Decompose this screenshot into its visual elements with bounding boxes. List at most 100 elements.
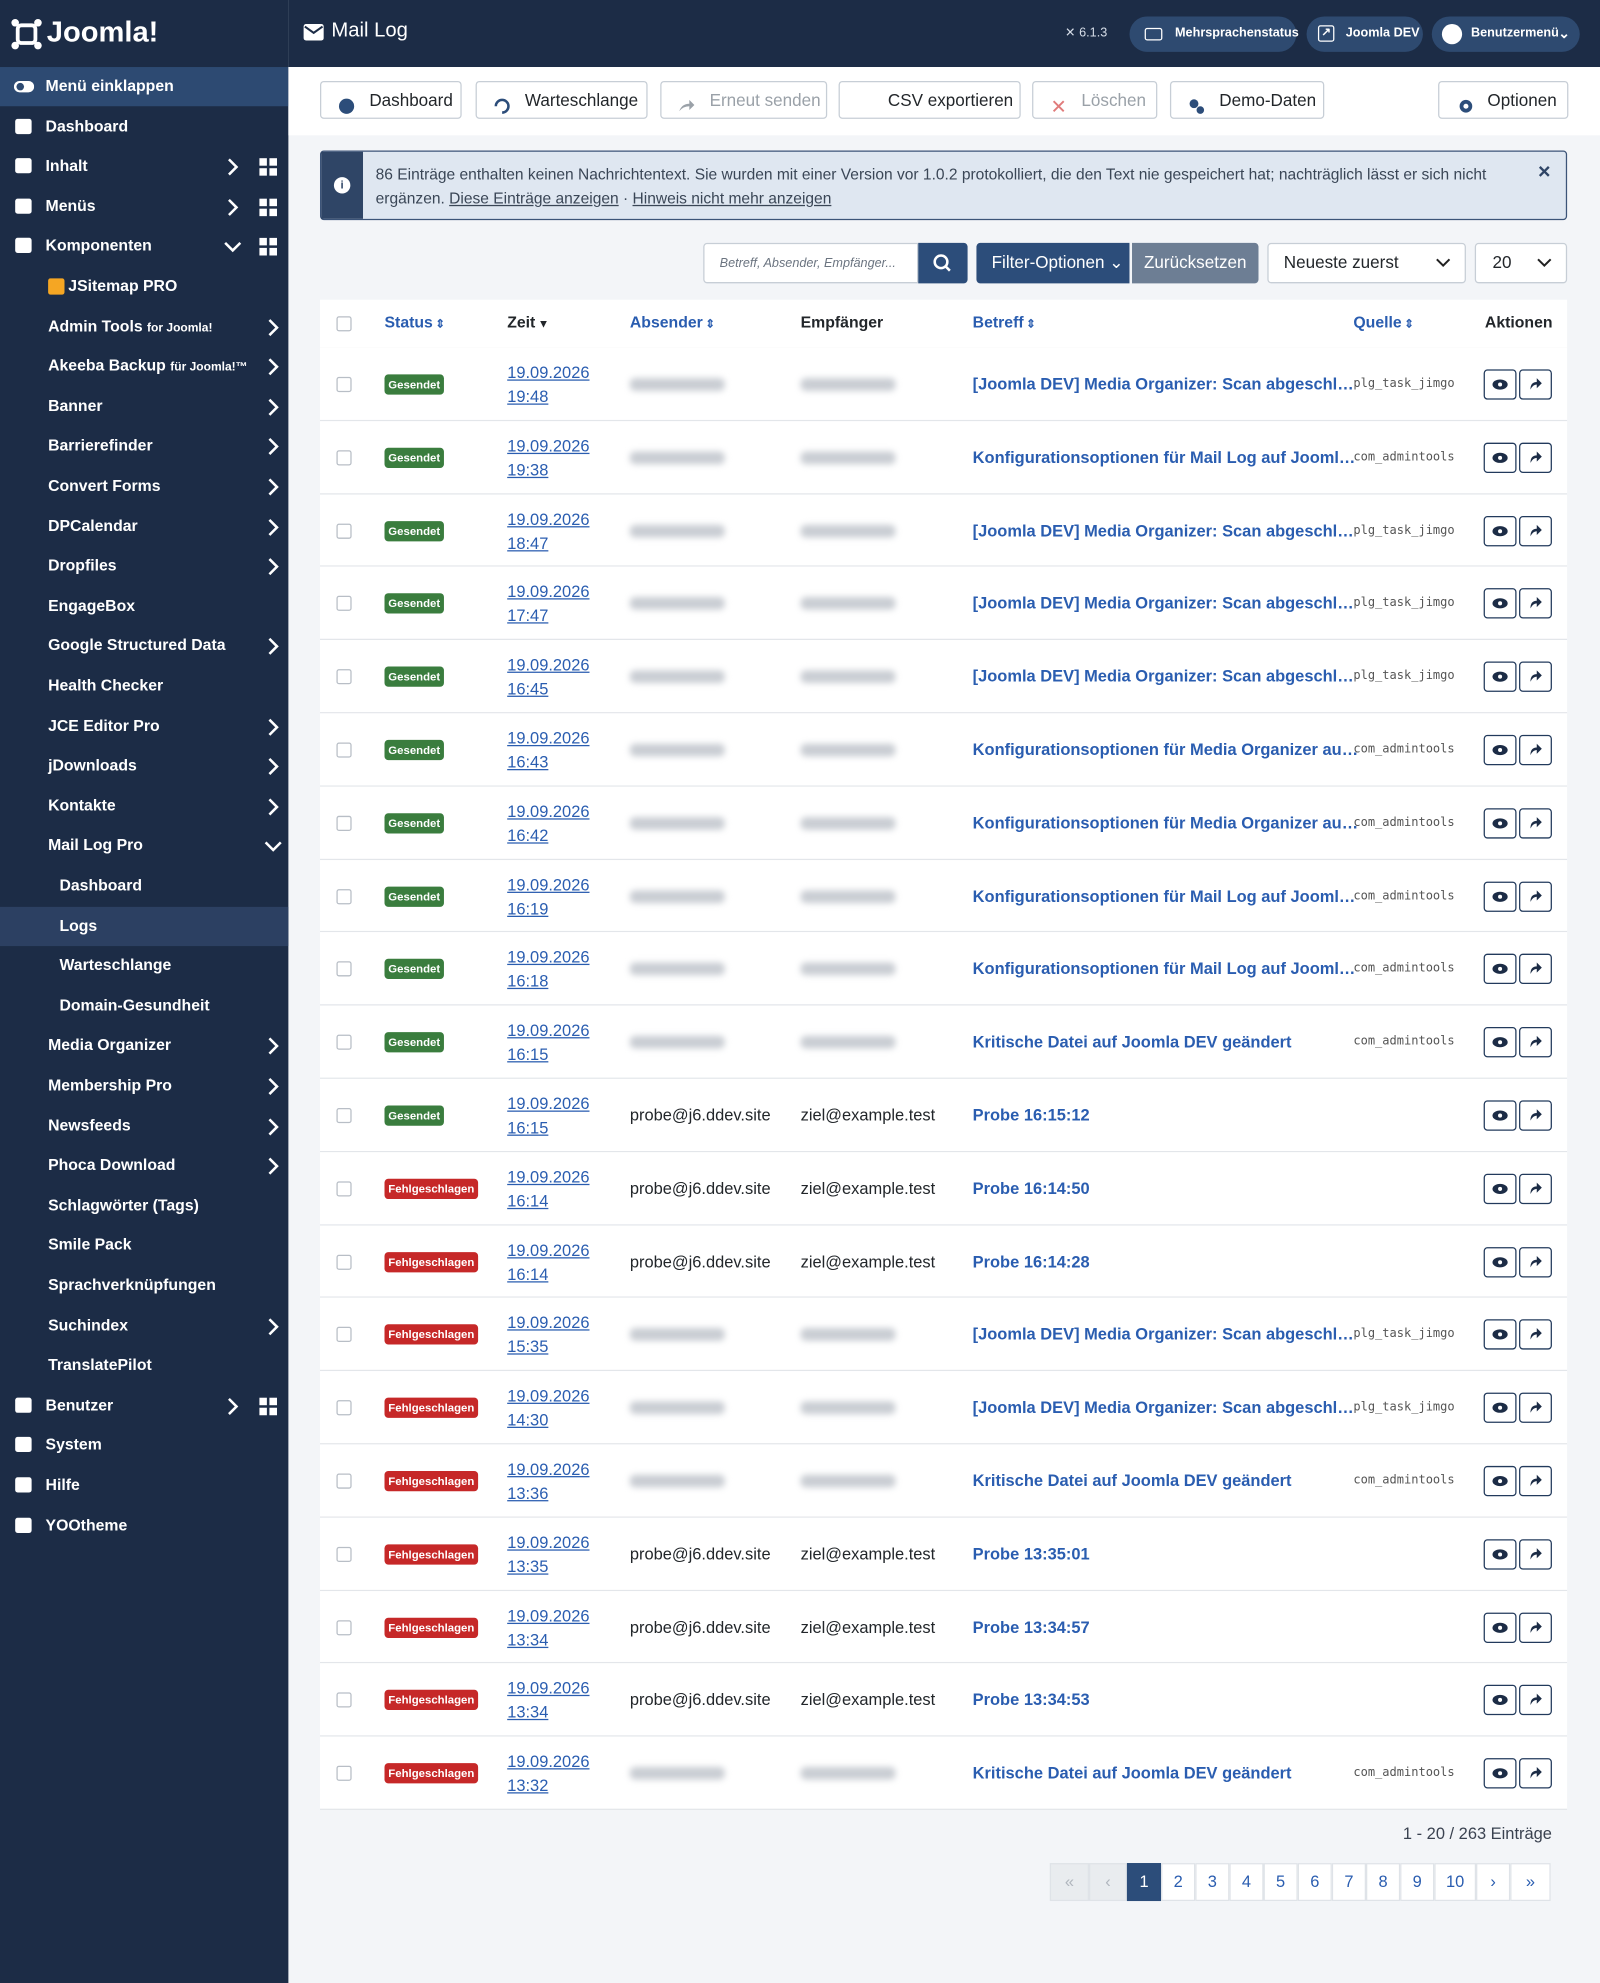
timestamp[interactable]: 19.09.2026 16:15 — [507, 1091, 589, 1139]
page-next[interactable]: › — [1476, 1863, 1511, 1902]
sidebar-item[interactable]: Kontakte — [0, 786, 288, 825]
sidebar-label[interactable]: Sprachverknüpfungen — [48, 1276, 216, 1294]
timestamp[interactable]: 19.09.2026 14:30 — [507, 1384, 589, 1432]
view-button[interactable] — [1483, 1246, 1517, 1277]
view-button[interactable] — [1483, 880, 1517, 912]
row-checkbox[interactable] — [336, 1107, 352, 1124]
sidebar-label[interactable]: Membership Pro — [48, 1076, 172, 1095]
page-last[interactable]: » — [1510, 1863, 1551, 1902]
sidebar-label[interactable]: Newsfeeds — [48, 1116, 131, 1135]
timestamp[interactable]: 19.09.2026 16:19 — [507, 872, 589, 920]
resend-button[interactable] — [1519, 1246, 1552, 1277]
alert-link[interactable]: Hinweis nicht mehr anzeigen — [632, 189, 832, 208]
resend-button[interactable] — [1519, 807, 1552, 839]
sidebar-label[interactable]: TranslatePilot — [48, 1356, 152, 1374]
page-link[interactable]: 4 — [1229, 1863, 1264, 1902]
view-button[interactable] — [1483, 515, 1517, 546]
header-button[interactable]: Benutzermenü ⌄ — [1431, 16, 1580, 52]
sidebar-item[interactable]: EngageBox — [0, 587, 288, 626]
page-link[interactable]: 2 — [1161, 1863, 1196, 1902]
subject[interactable]: Probe 16:14:28 — [972, 1251, 1090, 1271]
row-checkbox[interactable] — [336, 1765, 352, 1781]
sidebar-item[interactable]: Banner — [0, 387, 288, 426]
timestamp[interactable]: 19.09.2026 16:42 — [507, 799, 589, 847]
subject[interactable]: Konfigurationsoptionen für Mail Log auf … — [972, 886, 1356, 905]
sidebar-item[interactable]: Media Organizer — [0, 1026, 288, 1065]
sidebar-item[interactable]: Dropfiles — [0, 547, 288, 586]
timestamp[interactable]: 19.09.2026 18:47 — [507, 507, 589, 555]
sidebar-item[interactable]: Google Structured Data — [0, 627, 288, 666]
alert-link[interactable]: Diese Einträge anzeigen — [449, 189, 619, 208]
timestamp[interactable]: 19.09.2026 16:15 — [507, 1018, 589, 1066]
sidebar-item[interactable]: Health Checker — [0, 667, 288, 706]
row-checkbox[interactable] — [336, 742, 352, 758]
view-button[interactable] — [1483, 1392, 1517, 1424]
sidebar-item[interactable]: Komponenten — [0, 227, 288, 266]
row-checkbox[interactable] — [336, 1473, 352, 1489]
row-checkbox[interactable] — [336, 1546, 352, 1562]
timestamp[interactable]: 19.09.2026 13:35 — [507, 1530, 589, 1578]
timestamp[interactable]: 19.09.2026 16:18 — [507, 945, 589, 993]
toolbar-button[interactable]: Dashboard — [319, 80, 462, 119]
row-checkbox[interactable] — [336, 1254, 352, 1270]
view-button[interactable] — [1483, 1465, 1517, 1497]
sidebar-item[interactable]: DPCalendar — [0, 507, 288, 546]
subject[interactable]: [Joomla DEV] Media Organizer: Scan abges… — [972, 374, 1354, 394]
row-checkbox[interactable] — [336, 596, 352, 612]
sidebar-item[interactable]: Akeeba Backup für Joomla!™ — [0, 347, 288, 386]
view-button[interactable] — [1483, 1538, 1517, 1570]
toolbar-button[interactable]: Erneut senden — [660, 80, 828, 119]
sidebar-label[interactable]: YOOtheme — [45, 1516, 128, 1534]
sidebar-item[interactable]: YOOtheme — [0, 1506, 288, 1545]
view-button[interactable] — [1483, 954, 1517, 985]
sidebar-item[interactable]: Dashboard — [0, 866, 288, 905]
sidebar-item[interactable]: Hilfe — [0, 1466, 288, 1505]
view-button[interactable] — [1483, 1100, 1517, 1131]
view-button[interactable] — [1483, 369, 1517, 400]
toolbar-button[interactable]: CSV exportieren — [838, 80, 1021, 119]
row-checkbox[interactable] — [336, 1180, 352, 1197]
sidebar-item[interactable]: Schlagwörter (Tags) — [0, 1186, 288, 1225]
sidebar-label[interactable]: Google Structured Data — [48, 636, 226, 655]
sidebar-label[interactable]: Kontakte — [48, 796, 116, 815]
resend-button[interactable] — [1519, 954, 1552, 985]
options-button[interactable]: Optionen — [1438, 80, 1569, 119]
sidebar-label[interactable]: Menü einklappen — [45, 77, 174, 95]
sidebar-item[interactable]: Menü einklappen — [0, 67, 289, 107]
view-button[interactable] — [1483, 1685, 1517, 1716]
header-button[interactable]: Mehrsprachenstatus — [1129, 16, 1299, 52]
page-link[interactable]: 8 — [1366, 1863, 1401, 1902]
resend-button[interactable] — [1519, 1465, 1552, 1497]
sidebar-label[interactable]: JCE Editor Pro — [48, 716, 160, 735]
resend-button[interactable] — [1519, 442, 1552, 473]
resend-button[interactable] — [1519, 1392, 1552, 1424]
filter-options-button[interactable]: Filter-Optionen ⌄ — [976, 242, 1130, 284]
timestamp[interactable]: 19.09.2026 13:34 — [507, 1603, 589, 1651]
row-checkbox[interactable] — [336, 1400, 352, 1416]
sidebar-label[interactable]: Benutzer — [45, 1396, 114, 1414]
resend-button[interactable] — [1519, 1319, 1552, 1350]
sidebar-label[interactable]: Phoca Download — [48, 1156, 176, 1174]
sidebar-item[interactable]: Suchindex — [0, 1306, 288, 1345]
sidebar-label[interactable]: Logs — [59, 916, 98, 935]
sidebar-label[interactable]: Mail Log Pro — [48, 836, 143, 855]
column-header[interactable]: Zeit ▼ — [507, 314, 549, 332]
page-link[interactable]: 9 — [1400, 1863, 1435, 1902]
toolbar-button[interactable]: Demo-Daten — [1169, 80, 1325, 119]
page-link[interactable]: 7 — [1331, 1863, 1367, 1902]
view-button[interactable] — [1483, 1612, 1517, 1643]
view-button[interactable] — [1483, 442, 1517, 473]
view-button[interactable] — [1483, 588, 1517, 619]
resend-button[interactable] — [1519, 1538, 1552, 1570]
column-header[interactable]: Quelle ⇕ — [1353, 314, 1413, 332]
subject[interactable]: Kritische Datei auf Joomla DEV geändert — [972, 1032, 1292, 1052]
view-button[interactable] — [1483, 1173, 1517, 1204]
row-checkbox[interactable] — [336, 1619, 352, 1635]
resend-button[interactable] — [1519, 1685, 1552, 1716]
column-header[interactable]: Status ⇕ — [385, 314, 445, 332]
search-button[interactable] — [918, 242, 968, 284]
sidebar-item[interactable]: Newsfeeds — [0, 1106, 288, 1145]
resend-button[interactable] — [1519, 880, 1552, 912]
column-header[interactable]: Absender ⇕ — [630, 314, 715, 332]
sidebar-item[interactable]: Phoca Download — [0, 1146, 288, 1185]
